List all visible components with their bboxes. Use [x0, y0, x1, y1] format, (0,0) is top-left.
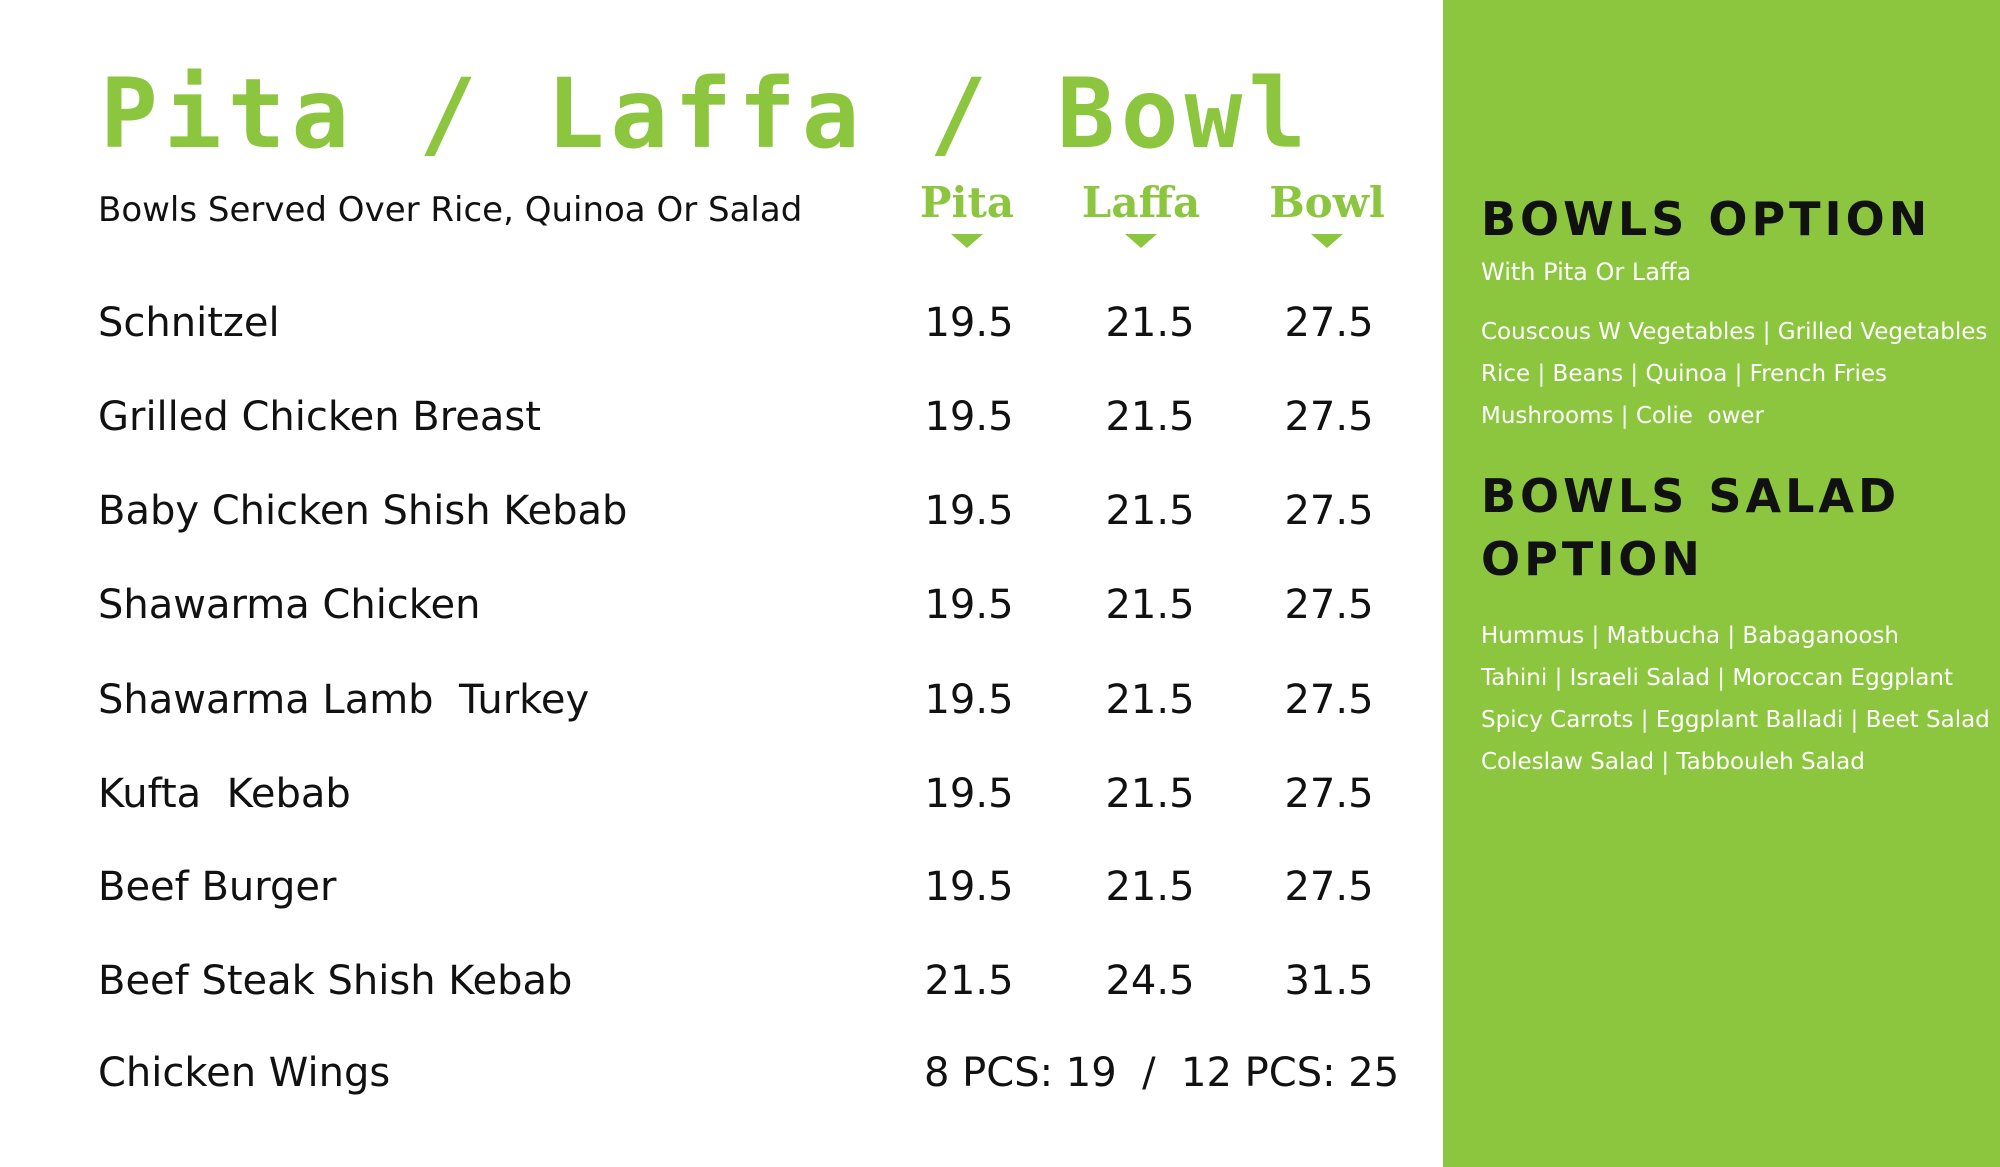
- column-label: Bowl: [1269, 178, 1385, 227]
- price-bowl: 27.5: [1284, 488, 1374, 534]
- column-label: Pita: [919, 178, 1015, 227]
- triangle-down-icon: [951, 234, 983, 249]
- price-laffa: 21.5: [1105, 771, 1195, 817]
- price-pita: 19.5: [924, 488, 1014, 534]
- bowls-salad-list: Hummus | Matbucha | Babaganoosh Tahini |…: [1481, 615, 1990, 783]
- price-laffa: 21.5: [1105, 394, 1195, 440]
- price-bowl: 27.5: [1284, 864, 1374, 910]
- price-bowl: 27.5: [1284, 582, 1374, 628]
- price-laffa: 21.5: [1105, 300, 1195, 346]
- price-laffa: 21.5: [1105, 864, 1195, 910]
- bowls-option-subtitle: With Pita Or Laffa: [1481, 258, 1692, 286]
- bowls-salad-title-line1: BOWLS SALAD: [1481, 469, 1901, 523]
- price-bowl: 27.5: [1284, 394, 1374, 440]
- menu-title: Pita / Laffa / Bowl: [100, 58, 1313, 170]
- option-line: Rice | Beans | Quinoa | French Fries: [1481, 361, 1887, 387]
- option-line: Couscous W Vegetables | Grilled Vegetabl…: [1481, 319, 1988, 345]
- option-line: Spicy Carrots | Eggplant Balladi | Beet …: [1481, 707, 1990, 733]
- column-header-laffa: Laffa: [1061, 178, 1221, 249]
- menu-row: Baby Chicken Shish Kebab 19.5 21.5 27.5: [0, 488, 1443, 548]
- price-pita: 19.5: [924, 771, 1014, 817]
- bowls-option-title: BOWLS OPTION: [1481, 192, 1932, 246]
- item-name: Shawarma Lamb Turkey: [98, 677, 590, 723]
- menu-row: Shawarma Chicken 19.5 21.5 27.5: [0, 582, 1443, 642]
- bowls-option-list: Couscous W Vegetables | Grilled Vegetabl…: [1481, 311, 1987, 437]
- item-name: Kufta Kebab: [98, 771, 351, 817]
- price-laffa: 21.5: [1105, 582, 1195, 628]
- column-label: Laffa: [1081, 178, 1201, 227]
- price-laffa: 21.5: [1105, 677, 1195, 723]
- menu-row: Kufta Kebab 19.5 21.5 27.5: [0, 771, 1443, 831]
- price-laffa: 24.5: [1105, 958, 1195, 1004]
- triangle-down-icon: [1125, 234, 1157, 249]
- triangle-down-icon: [1311, 234, 1343, 249]
- price-pita: 21.5: [924, 958, 1014, 1004]
- column-header-pita: Pita: [887, 178, 1047, 249]
- item-name: Beef Steak Shish Kebab: [98, 958, 573, 1004]
- menu-row: Grilled Chicken Breast 19.5 21.5 27.5: [0, 394, 1443, 454]
- menu-row: Beef Burger 19.5 21.5 27.5: [0, 864, 1443, 924]
- price-bowl: 27.5: [1284, 771, 1374, 817]
- option-line: Hummus | Matbucha | Babaganoosh: [1481, 623, 1899, 649]
- price-bowl: 31.5: [1284, 958, 1374, 1004]
- price-bowl: 27.5: [1284, 300, 1374, 346]
- item-name: Beef Burger: [98, 864, 337, 910]
- bowls-salad-title-line2: OPTION: [1481, 532, 1704, 586]
- item-name: Chicken Wings: [98, 1050, 391, 1096]
- options-panel: BOWLS OPTION With Pita Or Laffa Couscous…: [1443, 0, 2000, 1167]
- menu-row-wings: Chicken Wings 8 PCS: 19 / 12 PCS: 25: [0, 1050, 1443, 1110]
- price-pita: 19.5: [924, 582, 1014, 628]
- option-line: Tahini | Israeli Salad | Moroccan Eggpla…: [1481, 665, 1953, 691]
- menu-row: Schnitzel 19.5 21.5 27.5: [0, 300, 1443, 360]
- price-pita: 19.5: [924, 394, 1014, 440]
- wings-price: 8 PCS: 19 / 12 PCS: 25: [924, 1050, 1400, 1096]
- price-laffa: 21.5: [1105, 488, 1195, 534]
- item-name: Schnitzel: [98, 300, 280, 346]
- menu-row: Beef Steak Shish Kebab 21.5 24.5 31.5: [0, 958, 1443, 1018]
- price-pita: 19.5: [924, 677, 1014, 723]
- option-line: Mushrooms | Colie ower: [1481, 403, 1765, 429]
- price-pita: 19.5: [924, 300, 1014, 346]
- column-header-bowl: Bowl: [1247, 178, 1407, 249]
- price-bowl: 27.5: [1284, 677, 1374, 723]
- item-name: Shawarma Chicken: [98, 582, 481, 628]
- menu-row: Shawarma Lamb Turkey 19.5 21.5 27.5: [0, 677, 1443, 737]
- item-name: Grilled Chicken Breast: [98, 394, 541, 440]
- menu-panel: Pita / Laffa / Bowl Bowls Served Over Ri…: [0, 58, 1443, 1110]
- price-pita: 19.5: [924, 864, 1014, 910]
- option-line: Coleslaw Salad | Tabbouleh Salad: [1481, 749, 1865, 775]
- menu-subtitle: Bowls Served Over Rice, Quinoa Or Salad: [98, 190, 803, 230]
- item-name: Baby Chicken Shish Kebab: [98, 488, 628, 534]
